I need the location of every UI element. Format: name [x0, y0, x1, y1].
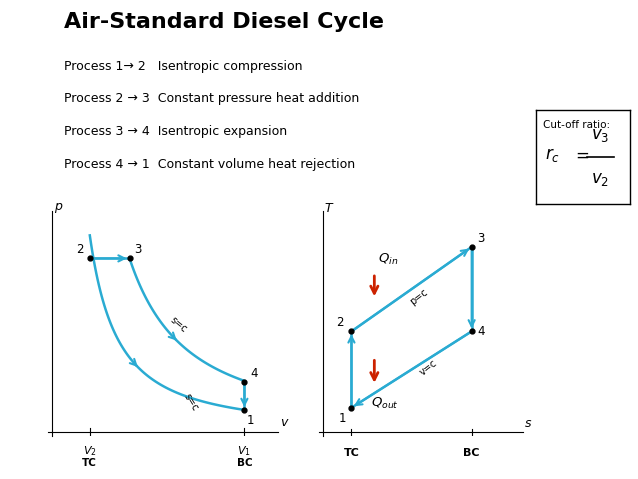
Text: s=c: s=c — [182, 392, 200, 413]
Text: BC: BC — [237, 457, 252, 468]
Text: $r_c$: $r_c$ — [545, 146, 560, 164]
Text: $=$: $=$ — [572, 146, 589, 164]
Text: Process 3 → 4  Isentropic expansion: Process 3 → 4 Isentropic expansion — [64, 125, 287, 138]
Text: 1: 1 — [338, 412, 346, 425]
Text: v: v — [279, 416, 287, 429]
Text: 2: 2 — [76, 243, 83, 256]
Text: s: s — [525, 417, 531, 430]
Text: $v_2$: $v_2$ — [591, 171, 609, 188]
Text: $V_2$: $V_2$ — [83, 445, 97, 458]
Text: $Q_{out}$: $Q_{out}$ — [371, 396, 398, 411]
Text: v=c: v=c — [418, 358, 440, 377]
Text: 4: 4 — [477, 325, 485, 338]
Text: Process 1→ 2   Isentropic compression: Process 1→ 2 Isentropic compression — [64, 60, 302, 73]
Text: p: p — [54, 200, 63, 213]
Text: s=c: s=c — [168, 315, 189, 335]
Text: Process 2 → 3  Constant pressure heat addition: Process 2 → 3 Constant pressure heat add… — [64, 92, 359, 105]
Text: 1: 1 — [247, 414, 254, 427]
Text: p=c: p=c — [408, 287, 430, 307]
Text: Air-Standard Diesel Cycle: Air-Standard Diesel Cycle — [64, 12, 384, 32]
Text: $Q_{in}$: $Q_{in}$ — [378, 252, 398, 267]
Text: 3: 3 — [134, 243, 142, 256]
Text: BC: BC — [463, 448, 480, 458]
Text: 4: 4 — [250, 366, 257, 380]
Text: TC: TC — [343, 448, 359, 458]
Text: 2: 2 — [336, 316, 344, 330]
Text: 3: 3 — [477, 232, 485, 245]
Text: TC: TC — [82, 457, 97, 468]
Text: $v_3$: $v_3$ — [591, 126, 609, 144]
Text: Cut-off ratio:: Cut-off ratio: — [544, 120, 611, 129]
Text: T: T — [325, 202, 332, 215]
Text: Process 4 → 1  Constant volume heat rejection: Process 4 → 1 Constant volume heat rejec… — [64, 158, 355, 171]
Text: $V_1$: $V_1$ — [237, 445, 251, 458]
